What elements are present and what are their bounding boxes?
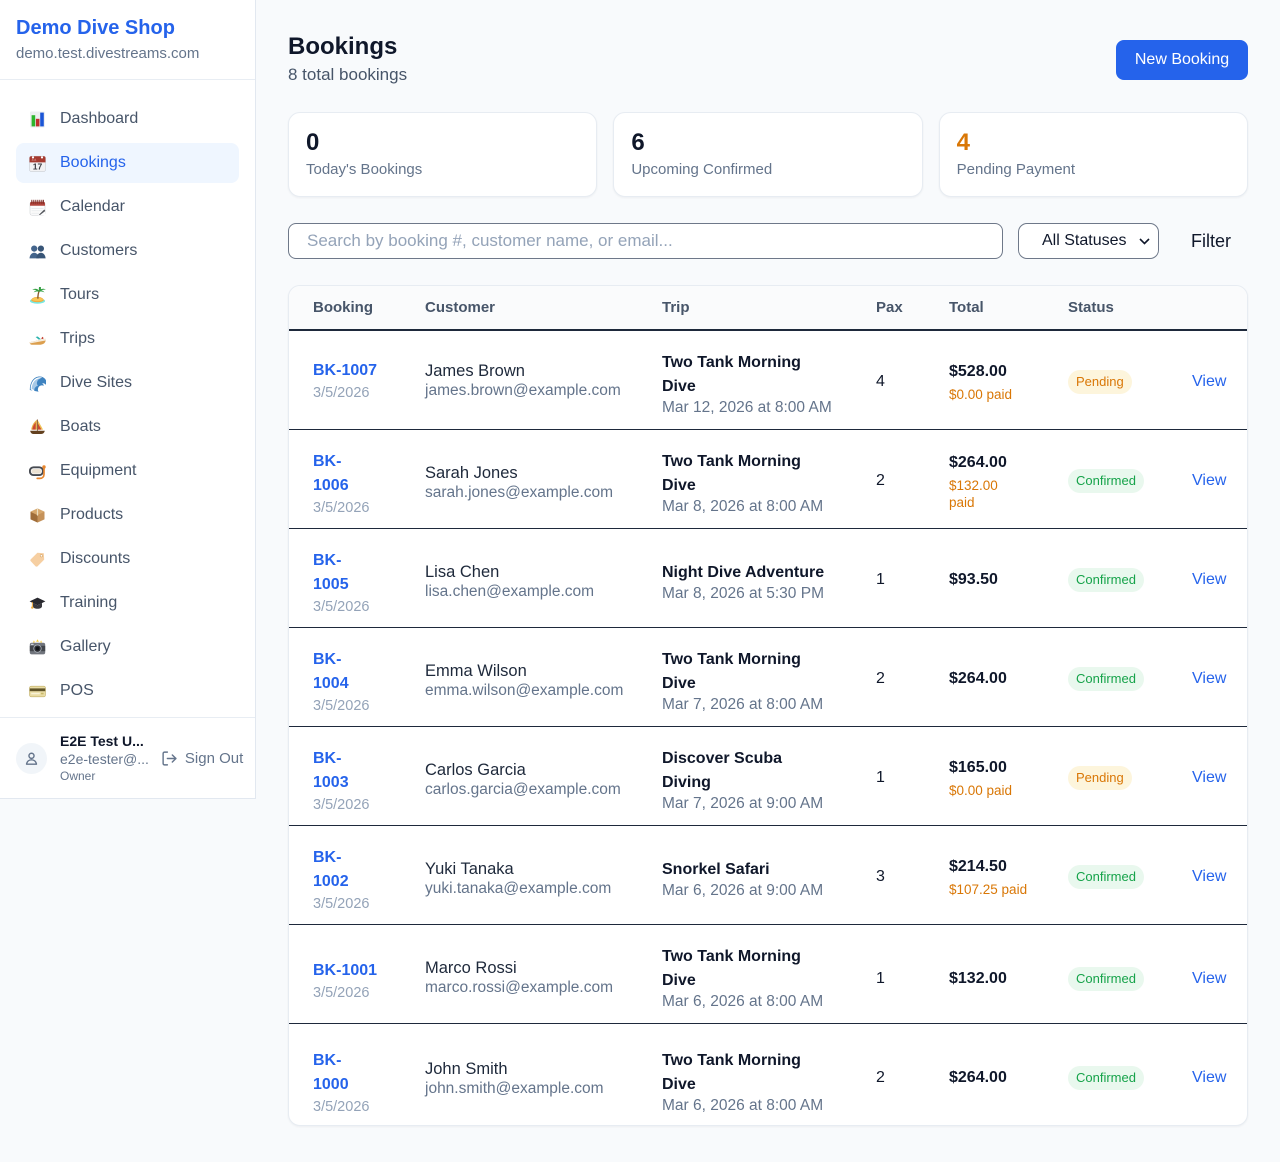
svg-text:17: 17 — [33, 161, 43, 171]
